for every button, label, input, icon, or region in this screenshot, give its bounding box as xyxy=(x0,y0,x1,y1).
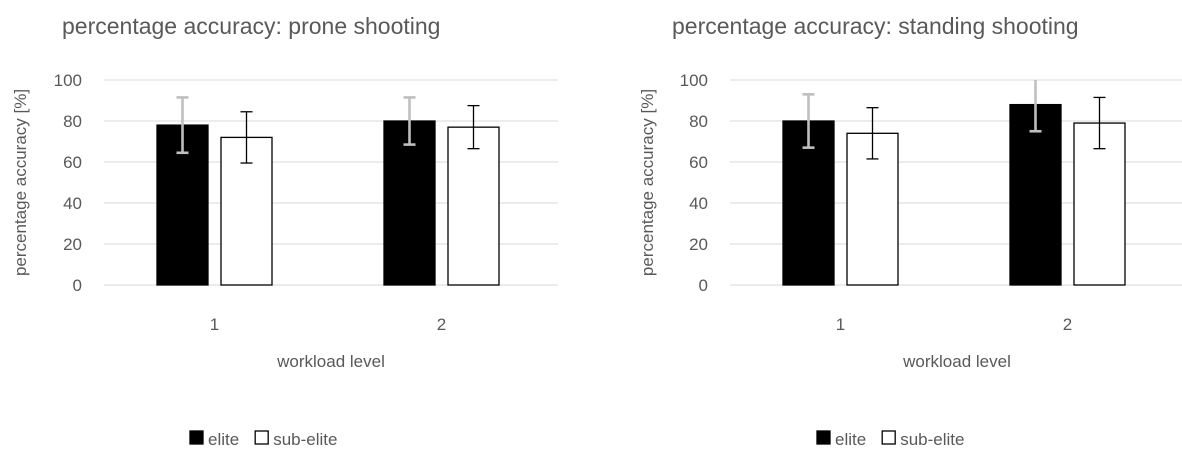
chart2-legend-label-sub-elite: sub-elite xyxy=(900,430,964,449)
chart2-y-tick-label: 100 xyxy=(680,71,708,90)
chart1-legend-label-sub-elite: sub-elite xyxy=(273,430,337,449)
chart1-x-tick-label: 1 xyxy=(210,315,219,334)
chart2-title: percentage accuracy: standing shooting xyxy=(672,13,1079,39)
chart1-y-tick-label: 60 xyxy=(63,153,82,172)
chart2-x-tick-label: 1 xyxy=(836,315,845,334)
chart1-legend-swatch-sub-elite xyxy=(254,430,269,445)
chart1-y-tick-label: 40 xyxy=(63,194,82,213)
chart1-y-tick-label: 0 xyxy=(73,276,82,295)
chart1-y-tick-label: 100 xyxy=(54,71,82,90)
chart2-y-tick-label: 80 xyxy=(689,112,708,131)
chart2-y-tick-label: 20 xyxy=(689,235,708,254)
chart1-y-axis-label: percentage accuracy [%] xyxy=(11,89,30,276)
chart2-x-tick-label: 2 xyxy=(1063,315,1072,334)
chart1-y-tick-label: 20 xyxy=(63,235,82,254)
chart2-legend-swatch-elite xyxy=(816,430,831,445)
chart2-y-tick-label: 40 xyxy=(689,194,708,213)
chart2-x-axis-label: workload level xyxy=(902,352,1011,371)
chart1-x-tick-label: 2 xyxy=(437,315,446,334)
chart1-bar-sub-elite-2 xyxy=(447,126,500,286)
chart1-legend-swatch-elite xyxy=(189,430,204,445)
chart1-title: percentage accuracy: prone shooting xyxy=(62,13,440,39)
chart1-legend-label-elite: elite xyxy=(208,430,239,449)
chart2-y-tick-label: 60 xyxy=(689,153,708,172)
chart2-bar-elite-2 xyxy=(1009,103,1062,286)
chart2-legend-swatch-sub-elite xyxy=(881,430,896,445)
chart2-bar-sub-elite-2 xyxy=(1073,122,1126,286)
chart1-x-axis-label: workload level xyxy=(276,352,385,371)
chart2-y-tick-label: 0 xyxy=(699,276,708,295)
chart2-legend-label-elite: elite xyxy=(835,430,866,449)
chart2-y-axis-label: percentage accuracy [%] xyxy=(638,89,657,276)
chart1-y-tick-label: 80 xyxy=(63,112,82,131)
